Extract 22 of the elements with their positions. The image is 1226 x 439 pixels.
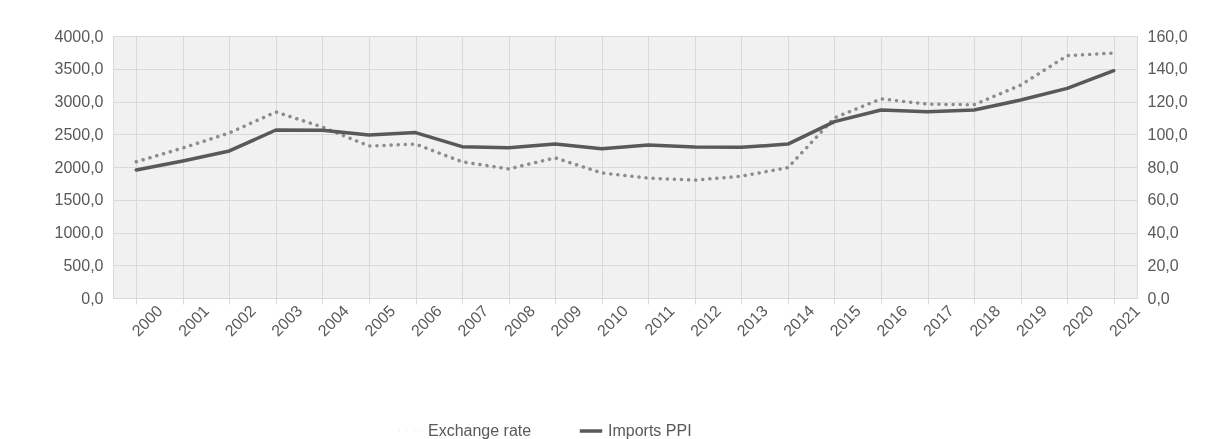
y2-tick-label: 60,0 xyxy=(1147,191,1179,209)
y2-tick-label: 140,0 xyxy=(1147,60,1188,78)
y-tick-label: 1500,0 xyxy=(54,191,104,209)
y-tick-label: 2500,0 xyxy=(54,125,104,143)
y2-tick-label: 20,0 xyxy=(1147,256,1179,274)
legend-label: Imports PPI xyxy=(608,422,692,439)
y-tick-label: 500,0 xyxy=(63,256,104,274)
y2-tick-label: 80,0 xyxy=(1147,158,1179,176)
y-tick-label: 4000,0 xyxy=(54,27,104,45)
y2-tick-label: 100,0 xyxy=(1147,125,1188,143)
y-tick-label: 2000,0 xyxy=(54,158,104,176)
y2-tick-label: 0,0 xyxy=(1147,289,1170,307)
y2-tick-label: 120,0 xyxy=(1147,93,1188,110)
y-tick-label: 0,0 xyxy=(81,289,104,307)
y-tick-label: 3000,0 xyxy=(54,93,104,110)
y-tick-label: 1000,0 xyxy=(54,224,104,241)
y-tick-label: 3500,0 xyxy=(54,60,104,78)
y2-tick-label: 40,0 xyxy=(1147,224,1179,241)
y2-tick-label: 160,0 xyxy=(1147,27,1188,45)
legend-label: Exchange rate xyxy=(428,422,532,439)
line-series xyxy=(134,68,1116,172)
line-series xyxy=(134,51,1116,182)
